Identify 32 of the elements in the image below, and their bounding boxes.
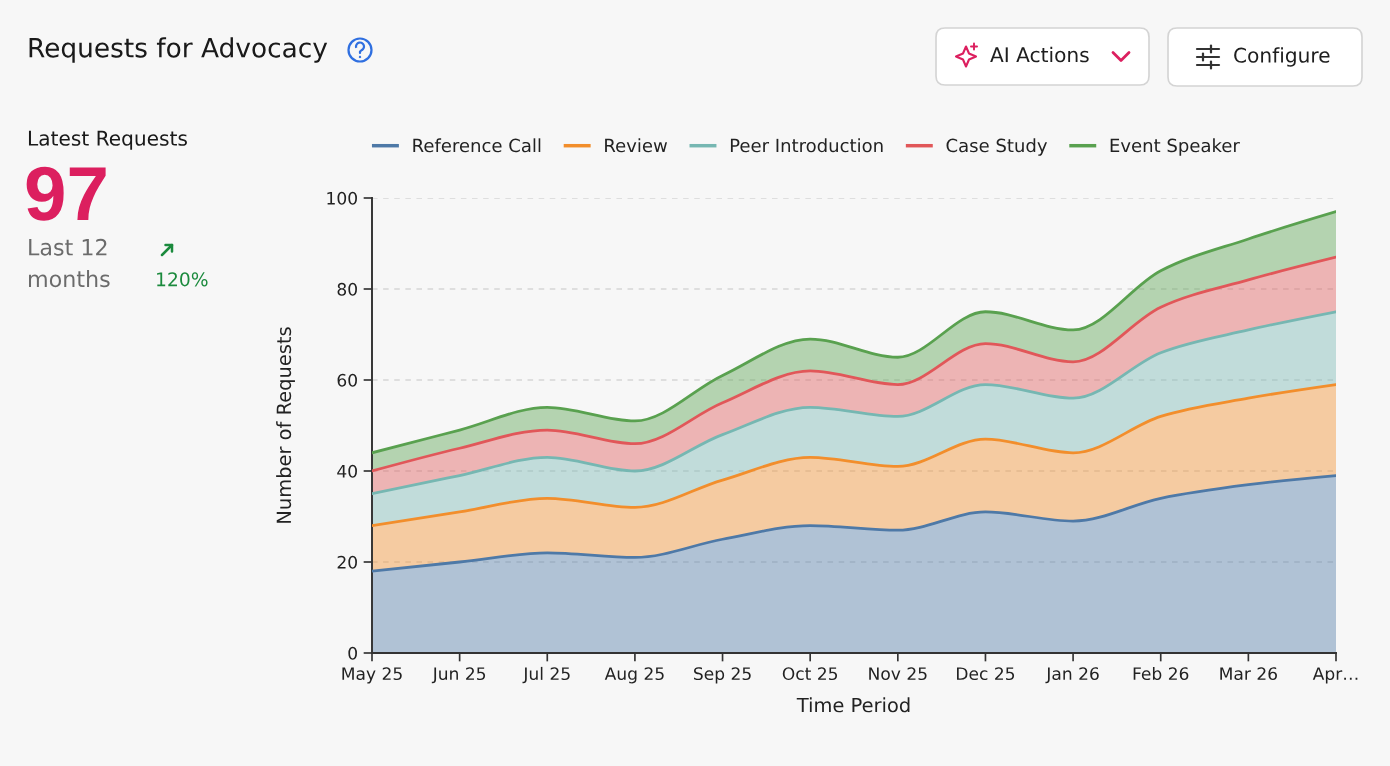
x-tick-label: Jul 25 bbox=[522, 666, 570, 684]
x-tick-label: Aug 25 bbox=[604, 667, 664, 684]
y-tick-label: 0 bbox=[348, 646, 357, 660]
legend-label: Review bbox=[605, 138, 668, 153]
legend-label: Event Speaker bbox=[1110, 138, 1240, 156]
chart-title: Requests for Advocacy bbox=[29, 37, 328, 63]
x-tick-label: Apr… bbox=[1312, 667, 1358, 684]
x-tick-label: Jan 26 bbox=[1045, 667, 1099, 684]
y-tick-label: 20 bbox=[337, 555, 357, 569]
legend-label: Reference Call bbox=[413, 138, 541, 153]
x-tick-label: Dec 25 bbox=[957, 667, 1015, 681]
text: 120% bbox=[157, 272, 208, 287]
y-tick-label: 60 bbox=[337, 373, 357, 387]
text: Last 12 months bbox=[29, 238, 110, 288]
y-axis-title: Number of Requests bbox=[276, 327, 295, 523]
legend-label: Case Study bbox=[946, 138, 1048, 156]
text: Configure bbox=[1234, 47, 1330, 67]
x-tick-label: Sep 25 bbox=[693, 667, 751, 684]
x-tick-label: Mar 26 bbox=[1220, 667, 1277, 681]
x-tick-label: May 25 bbox=[342, 667, 402, 684]
text: AI Actions bbox=[990, 46, 1089, 63]
legend-label: Peer Introduction bbox=[730, 138, 883, 153]
y-tick-label: 80 bbox=[337, 282, 357, 296]
x-tick-label: Nov 25 bbox=[869, 667, 927, 681]
y-tick-label: 40 bbox=[337, 464, 357, 478]
text: 97 bbox=[26, 166, 106, 221]
x-tick-label: Oct 25 bbox=[782, 667, 838, 681]
x-axis-title: Time Period bbox=[796, 697, 910, 713]
text: Latest Requests bbox=[28, 130, 187, 150]
y-tick-label: 100 bbox=[327, 191, 357, 205]
x-tick-label: Jun 25 bbox=[431, 667, 486, 684]
x-tick-label: Feb 26 bbox=[1133, 666, 1189, 681]
